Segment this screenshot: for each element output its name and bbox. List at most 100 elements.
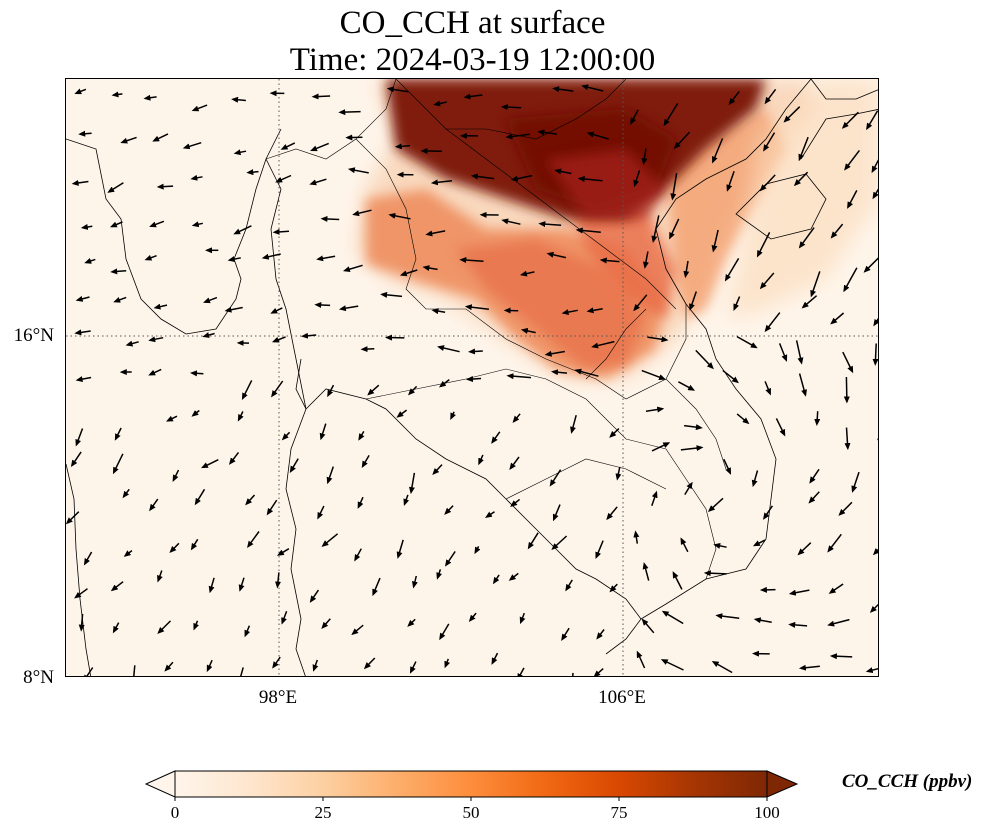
wind-arrow [75,295,90,302]
wind-arrow [276,548,290,556]
lon-tick-98e: 98°E [258,687,298,708]
wind-arrow [206,659,213,673]
wind-arrow [570,415,577,434]
wind-arrow [872,548,878,556]
wind-arrow [149,498,159,512]
wind-arrow [866,110,878,131]
wind-arrow [642,251,649,269]
wind-arrow [316,255,336,262]
wind-arrow [272,228,290,235]
wind-arrow [733,296,741,311]
wind-arrow [561,627,570,641]
wind-arrow [144,254,157,261]
wind-arrow [71,179,89,186]
map-plot [66,79,878,676]
wind-arrow [311,93,331,100]
wind-arrow [801,295,818,309]
wind-arrow [814,411,821,426]
wind-arrow [641,148,648,166]
wind-arrow [358,431,365,441]
wind-arrow [843,376,850,404]
wind-arrow [759,272,775,290]
wind-arrow [111,91,123,98]
wind-arrow [80,223,93,230]
wind-arrow [244,625,251,638]
wind-arrow [828,583,844,594]
wind-arrow [736,413,750,425]
wind-arrow [157,570,163,583]
wind-arrow [830,223,844,239]
wind-arrow [554,168,572,175]
wind-arrow [759,174,776,192]
wind-arrow [763,132,776,152]
wind-arrow [680,537,689,553]
wind-arrow [546,251,567,259]
colorbar-gradient [174,770,768,798]
wind-arrow [360,346,375,353]
wind-arrow [309,589,320,603]
wind-arrow [642,562,650,581]
wind-arrow [301,332,317,339]
wind-arrow [281,431,291,441]
colorbar-tick-label: 75 [610,803,628,822]
wind-arrow [202,332,215,338]
wind-arrow [510,498,521,507]
wind-arrow [842,351,854,374]
lat-tick-16n: 16°N [13,325,54,346]
wind-arrow [408,385,418,396]
wind-arrow [863,257,878,273]
wind-arrow [468,348,483,355]
wind-arrow [191,104,208,112]
wind-arrow [237,411,244,422]
wind-arrow [795,340,804,365]
wind-arrow [459,257,484,264]
wind-arrow [321,533,339,547]
wind-arrow [166,415,178,422]
wind-arrow [538,221,562,228]
wind-arrow [233,149,247,156]
wind-arrow [726,171,735,192]
wind-arrow [508,572,519,581]
wind-arrow [572,672,574,676]
colorbar-tick-label: 50 [462,803,480,822]
wind-arrow [797,542,812,556]
wind-arrow [109,221,123,228]
wind-arrow [561,309,578,316]
wind-arrow [711,661,733,674]
wind-arrow [245,494,256,506]
wind-arrow [241,380,253,400]
wind-arrow [149,220,165,228]
wind-arrow [753,617,772,624]
wind-arrow [388,212,411,220]
wind-arrow [110,581,124,592]
wind-arrow [280,142,296,150]
wind-arrow [470,173,495,180]
wind-arrow [430,179,453,186]
wind-arrow [491,652,499,665]
wind-arrow [114,427,122,441]
wind-arrow [466,376,482,383]
wind-arrow [478,454,484,466]
wind-arrow [231,96,246,103]
wind-arrow [683,260,690,279]
wind-arrow [352,209,372,217]
wind-arrow [357,496,364,509]
wind-arrow [110,268,127,275]
wind-arrow [191,409,200,417]
wind-arrow [439,623,450,641]
wind-arrow [463,93,483,100]
wind-arrow [798,664,820,671]
wind-arrow [380,291,403,298]
wind-arrow [338,109,361,116]
wind-arrow [485,511,495,518]
wind-arrow [672,571,683,590]
wind-arrow [464,304,489,311]
wind-arrow [191,221,203,228]
wind-arrow [751,470,759,488]
wind-arrow [752,539,766,547]
wind-arrow [354,548,362,562]
wind-arrow [764,312,781,333]
wind-arrow [809,468,820,484]
wind-arrow [673,131,691,149]
wind-arrow [347,167,369,174]
